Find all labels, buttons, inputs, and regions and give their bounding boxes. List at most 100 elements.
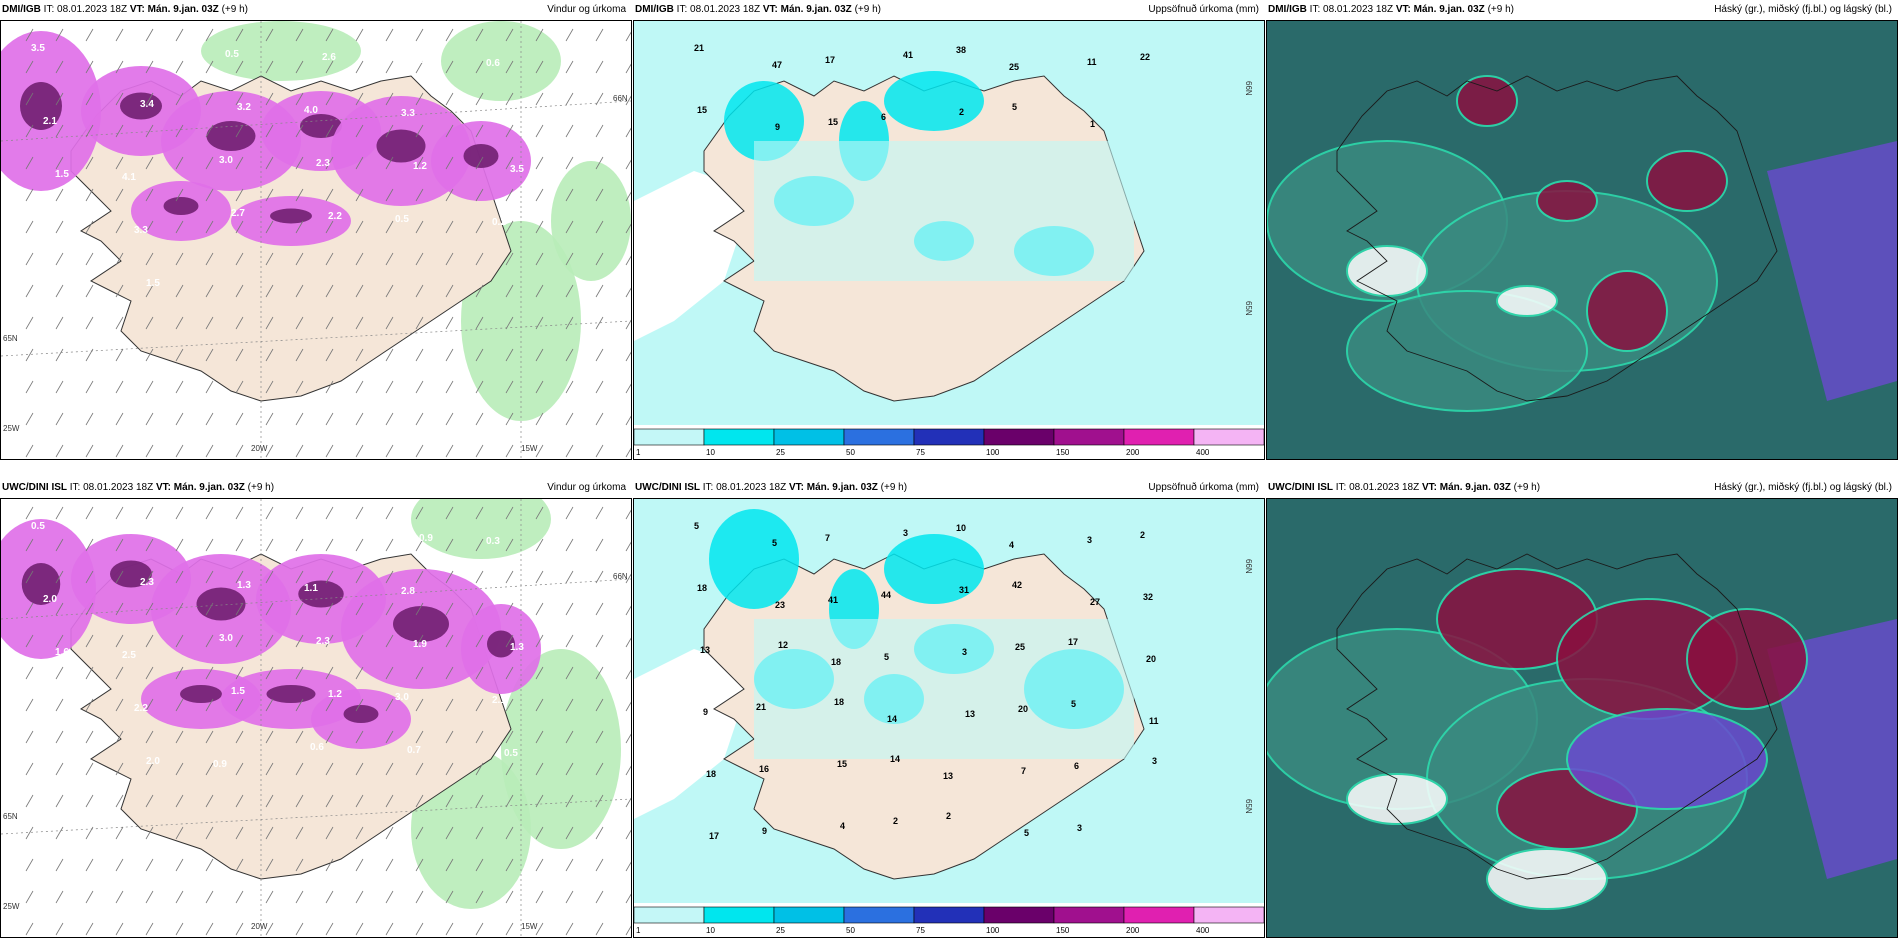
wind-barb bbox=[505, 698, 514, 712]
wind-barb bbox=[505, 412, 514, 426]
wind-barb bbox=[385, 124, 394, 138]
wind-barb bbox=[505, 890, 514, 904]
wind-barb bbox=[625, 733, 631, 744]
wind-barb bbox=[175, 538, 184, 552]
wind-barb bbox=[265, 444, 274, 458]
precip-label: 1.9 bbox=[413, 639, 427, 650]
wind-barb bbox=[625, 605, 631, 616]
wind-barb bbox=[565, 284, 574, 298]
wind-barb bbox=[115, 730, 124, 744]
wind-barb bbox=[595, 252, 604, 266]
wind-barb bbox=[355, 60, 364, 74]
wind-barb bbox=[175, 794, 184, 808]
wind-barb bbox=[625, 701, 631, 712]
accum-value-label: 25 bbox=[1015, 642, 1025, 652]
colorbar-segment bbox=[1123, 906, 1195, 924]
precip-label: 1.5 bbox=[49, 275, 63, 286]
wind-barb bbox=[445, 666, 454, 680]
wind-barb bbox=[325, 316, 334, 330]
wind-barb bbox=[595, 602, 604, 616]
wind-barb bbox=[55, 730, 64, 744]
axis-label: 15W bbox=[521, 444, 538, 453]
axis-label: 25W bbox=[3, 424, 20, 433]
cloud-layer bbox=[1456, 75, 1518, 127]
wind-barb bbox=[535, 602, 544, 616]
wind-barb bbox=[355, 156, 364, 170]
wind-barb bbox=[325, 284, 334, 298]
precip-label: 0.3 bbox=[225, 527, 239, 538]
precip-label: 1.6 bbox=[55, 647, 69, 658]
wind-barb bbox=[205, 794, 214, 808]
panel-header: UWC/DINI ISL IT: 08.01.2023 18Z VT: Mán.… bbox=[0, 478, 632, 498]
wind-barb bbox=[85, 570, 94, 584]
wind-barb bbox=[175, 762, 184, 776]
colorbar-segment bbox=[634, 906, 705, 924]
wind-barb bbox=[295, 444, 304, 458]
wind-barb bbox=[505, 380, 514, 394]
colorbar-tick: 50 bbox=[846, 926, 855, 935]
accum-value-label: 18 bbox=[697, 583, 707, 593]
wind-barb bbox=[55, 124, 64, 138]
wind-barb bbox=[385, 348, 394, 362]
wind-barb bbox=[325, 60, 334, 74]
wind-barb bbox=[175, 570, 184, 584]
wind-barb bbox=[505, 858, 514, 872]
product-title: Uppsöfnuð úrkoma (mm) bbox=[1148, 482, 1259, 493]
colorbar-segment bbox=[1123, 428, 1195, 446]
precip-label: 0.6 bbox=[486, 58, 500, 69]
wind-barb bbox=[85, 124, 94, 138]
wind-barb bbox=[475, 922, 484, 936]
axis-label: 65N bbox=[1244, 301, 1253, 316]
accum-value-label: 1 bbox=[1090, 119, 1095, 129]
wind-barb bbox=[295, 730, 304, 744]
colorbar-tick: 200 bbox=[1126, 448, 1140, 457]
colorbar-segment bbox=[634, 428, 705, 446]
wind-barb bbox=[55, 634, 64, 648]
wind-barb bbox=[235, 666, 244, 680]
wind-barb bbox=[415, 538, 424, 552]
precip-label: 0.4 bbox=[322, 530, 336, 541]
accum-value-label: 17 bbox=[825, 55, 835, 65]
wind-barb bbox=[385, 890, 394, 904]
wind-barb bbox=[175, 602, 184, 616]
wind-barb bbox=[355, 602, 364, 616]
wind-barb bbox=[55, 28, 64, 42]
wind-barb bbox=[565, 538, 574, 552]
accum-value-label: 4 bbox=[1009, 540, 1014, 550]
wind-barb bbox=[115, 890, 124, 904]
colorbar-tick: 400 bbox=[1196, 926, 1210, 935]
wind-barb bbox=[25, 412, 34, 426]
wind-barb bbox=[535, 124, 544, 138]
wind-barb bbox=[325, 762, 334, 776]
wind-barb bbox=[355, 538, 364, 552]
wind-barb bbox=[595, 444, 604, 458]
wind-barb bbox=[295, 538, 304, 552]
product-title: Vindur og úrkoma bbox=[547, 482, 626, 493]
wind-barb bbox=[85, 348, 94, 362]
wind-barb bbox=[565, 92, 574, 106]
wind-barb bbox=[115, 124, 124, 138]
wind-barb bbox=[565, 188, 574, 202]
wind-barb bbox=[565, 634, 574, 648]
wind-barb bbox=[475, 220, 484, 234]
axis-label: 66N bbox=[613, 572, 628, 581]
accum-value-label: 14 bbox=[890, 754, 900, 764]
axis-label: 66N bbox=[1244, 81, 1253, 96]
axis-label: 20W bbox=[251, 922, 268, 931]
wind-barb bbox=[385, 794, 394, 808]
wind-barb bbox=[535, 634, 544, 648]
wind-barb bbox=[505, 570, 514, 584]
wind-barb bbox=[505, 124, 514, 138]
wind-barb bbox=[235, 156, 244, 170]
wind-barb bbox=[205, 826, 214, 840]
colorbar-segment bbox=[983, 428, 1055, 446]
wind-barb bbox=[265, 922, 274, 936]
accum-value-label: 15 bbox=[697, 105, 707, 115]
axis-label: 25W bbox=[3, 902, 20, 911]
wind-barb bbox=[115, 922, 124, 936]
wind-barb bbox=[415, 858, 424, 872]
wind-barb bbox=[145, 220, 154, 234]
precip-label: 2.8 bbox=[401, 586, 415, 597]
wind-barb bbox=[265, 380, 274, 394]
